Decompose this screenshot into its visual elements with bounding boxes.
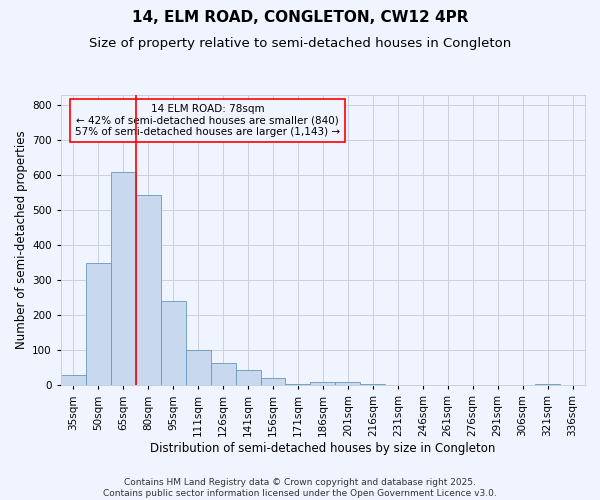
Text: Contains HM Land Registry data © Crown copyright and database right 2025.
Contai: Contains HM Land Registry data © Crown c…	[103, 478, 497, 498]
Bar	[260, 378, 286, 386]
Bar	[361, 384, 385, 386]
Bar	[286, 384, 310, 386]
Text: 14 ELM ROAD: 78sqm
← 42% of semi-detached houses are smaller (840)
57% of semi-d: 14 ELM ROAD: 78sqm ← 42% of semi-detache…	[75, 104, 340, 137]
Bar	[211, 362, 236, 386]
Bar	[136, 194, 161, 386]
Bar	[161, 302, 185, 386]
X-axis label: Distribution of semi-detached houses by size in Congleton: Distribution of semi-detached houses by …	[150, 442, 496, 455]
Bar	[410, 384, 435, 386]
Bar	[385, 384, 410, 386]
Bar	[310, 382, 335, 386]
Bar	[535, 384, 560, 386]
Bar	[335, 382, 361, 386]
Bar	[111, 172, 136, 386]
Bar	[236, 370, 260, 386]
Bar	[185, 350, 211, 386]
Bar	[61, 375, 86, 386]
Bar	[86, 263, 111, 386]
Text: 14, ELM ROAD, CONGLETON, CW12 4PR: 14, ELM ROAD, CONGLETON, CW12 4PR	[132, 10, 468, 25]
Text: Size of property relative to semi-detached houses in Congleton: Size of property relative to semi-detach…	[89, 38, 511, 51]
Y-axis label: Number of semi-detached properties: Number of semi-detached properties	[15, 131, 28, 350]
